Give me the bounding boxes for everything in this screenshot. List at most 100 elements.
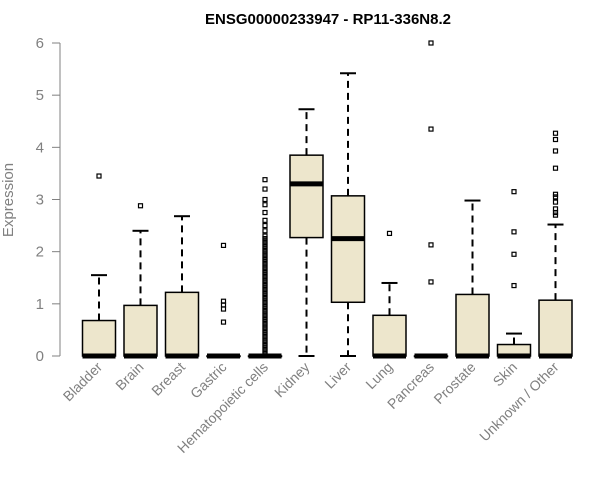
outlier-point <box>262 348 268 354</box>
outlier-point <box>220 306 227 312</box>
outlier-point <box>262 251 268 257</box>
outlier-point <box>262 280 268 286</box>
y-tick-label: 0 <box>36 348 44 365</box>
outlier-point <box>262 222 268 229</box>
outlier-point <box>262 246 268 252</box>
outlier-point <box>262 337 268 343</box>
outlier-point <box>262 243 268 250</box>
outlier-point <box>96 173 102 179</box>
box-kidney <box>289 108 324 357</box>
outlier-point <box>262 228 268 234</box>
outlier-point <box>262 267 268 273</box>
outlier-point <box>262 282 268 289</box>
outlier-point <box>262 324 268 330</box>
box-iqr <box>330 195 366 304</box>
outlier-point <box>262 329 268 336</box>
outlier-point <box>511 189 517 195</box>
outlier-point <box>262 345 268 351</box>
outlier-point <box>262 303 268 310</box>
outlier-point <box>262 202 268 208</box>
y-axis-label: Expression <box>0 163 17 237</box>
outlier-point <box>262 196 268 203</box>
outlier-point <box>137 203 144 209</box>
outlier-point <box>262 327 268 333</box>
box-prostate <box>455 199 490 359</box>
outlier-point <box>262 340 268 346</box>
x-tick-label: Unknown / Other <box>476 359 562 445</box>
outlier-point <box>262 272 268 278</box>
outlier-point <box>262 311 268 317</box>
outlier-point <box>386 230 393 237</box>
outlier-point <box>262 309 268 315</box>
y-axis: 0 1 2 3 4 5 6 <box>36 35 61 365</box>
chart-title: ENSG00000233947 - RP11-336N8.2 <box>205 11 451 28</box>
outlier-point <box>552 130 559 136</box>
y-tick-label: 3 <box>36 192 44 209</box>
outlier-point <box>552 165 559 171</box>
outlier-point <box>262 256 268 263</box>
outlier-point <box>262 322 268 328</box>
outlier-point <box>262 293 268 299</box>
box-iqr <box>455 293 490 357</box>
x-tick-label: Skin <box>490 359 521 390</box>
outlier-point <box>262 209 268 216</box>
box-breast <box>164 215 200 359</box>
outlier-point <box>262 290 268 296</box>
outlier-point <box>262 285 268 291</box>
outlier-point <box>262 241 268 247</box>
outlier-point <box>262 262 268 268</box>
outlier-point <box>262 306 268 312</box>
outlier-point <box>262 269 268 276</box>
outlier-point <box>220 319 227 325</box>
outlier-point <box>262 296 268 302</box>
outlier-point <box>262 342 268 349</box>
outlier-point <box>552 199 559 205</box>
outlier-point <box>262 233 268 239</box>
outlier-point <box>552 148 559 154</box>
outlier-point <box>262 217 268 223</box>
outlier-point <box>262 254 268 260</box>
x-tick-label: Bladder <box>60 359 106 405</box>
outlier-point <box>511 229 517 235</box>
outlier-point <box>262 177 268 183</box>
box-bladder <box>81 173 117 359</box>
outlier-point <box>262 316 268 323</box>
box-lung <box>372 230 407 359</box>
boxes-group <box>81 40 573 359</box>
y-tick-label: 5 <box>36 87 44 104</box>
outlier-point <box>262 249 268 255</box>
box-iqr <box>81 319 117 357</box>
x-tick-label: Kidney <box>271 359 313 401</box>
box-brain <box>123 203 158 359</box>
outlier-point <box>262 259 268 265</box>
y-tick-label: 1 <box>36 296 44 313</box>
x-tick-label: Lung <box>362 359 395 392</box>
box-iqr <box>372 314 407 357</box>
outlier-point <box>262 236 268 242</box>
outlier-point <box>552 191 559 197</box>
outlier-point <box>552 136 559 143</box>
outlier-point <box>262 264 268 270</box>
outlier-point <box>262 238 268 244</box>
outlier-point <box>262 335 268 341</box>
box-iqr <box>289 154 324 239</box>
outlier-point <box>262 350 268 356</box>
x-tick-label: Liver <box>321 359 354 392</box>
x-tick-label: Prostate <box>430 359 478 407</box>
outlier-point <box>552 212 559 218</box>
outlier-point <box>552 206 559 212</box>
outlier-point <box>511 282 517 289</box>
outlier-point <box>262 298 268 304</box>
outlier-point <box>262 314 268 320</box>
outlier-point <box>262 288 268 294</box>
outlier-point <box>262 277 268 283</box>
outlier-point <box>428 40 434 46</box>
y-tick-label: 4 <box>36 139 44 156</box>
outlier-point <box>552 194 559 200</box>
box-iqr <box>164 291 200 357</box>
outlier-point <box>262 332 268 338</box>
outlier-point <box>220 242 227 249</box>
outlier-point <box>428 279 434 285</box>
